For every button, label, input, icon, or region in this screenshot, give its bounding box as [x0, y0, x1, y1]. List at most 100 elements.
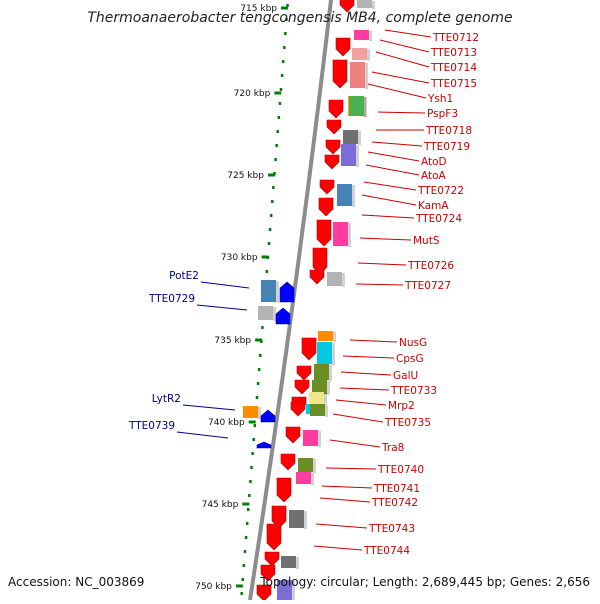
scale-tick-label: 715 kbp [240, 4, 277, 14]
gene-category-box [298, 458, 313, 472]
forward-gene-arrow [335, 37, 351, 57]
forward-gene-arrow [271, 505, 287, 529]
forward-label-leader [375, 51, 430, 68]
forward-label-leader [363, 181, 417, 191]
gene-category-box [303, 430, 318, 446]
forward-gene-label: TTE0726 [407, 260, 454, 272]
forward-label-leader [361, 214, 415, 219]
gene-category-box-shade [352, 185, 355, 207]
gene-category-box-shade [325, 405, 328, 417]
scale-dot [265, 270, 269, 273]
reverse-gene-label: PotE2 [169, 270, 199, 282]
scale-dot [247, 508, 250, 511]
forward-gene-label: Mrp2 [388, 400, 415, 412]
forward-gene-label: TTE0727 [404, 280, 451, 292]
forward-label-leader [367, 83, 427, 99]
gene-category-box [337, 184, 352, 206]
gene-category-box [333, 222, 348, 246]
forward-gene-label: TTE0718 [425, 125, 472, 137]
gene-layer [243, 0, 375, 602]
gene-category-box-shade [342, 273, 345, 287]
forward-gene-arrow [266, 523, 282, 551]
gene-category-box [352, 48, 367, 60]
scale-dot [276, 130, 279, 133]
forward-gene-arrow [328, 99, 344, 119]
gene-category-box-shade [329, 365, 332, 381]
scale-dot [286, 4, 289, 7]
scale-dot [243, 550, 247, 553]
forward-gene-arrow [325, 139, 341, 155]
forward-gene-arrow [285, 426, 301, 444]
gene-category-box [310, 404, 325, 416]
forward-label-leader [357, 262, 407, 266]
gene-category-box [312, 380, 327, 394]
gene-category-box-shade [372, 1, 375, 9]
forward-gene-label: TTE0724 [415, 213, 462, 225]
topology-text: Topology: circular; Length: 2,689,445 bp… [260, 575, 590, 589]
gene-category-box-shade [296, 557, 299, 569]
scale-dot [269, 214, 273, 217]
forward-label-leader [371, 71, 430, 84]
scale-dot [268, 228, 272, 231]
gene-category-box-shade [367, 49, 370, 61]
forward-gene-arrow [296, 365, 312, 381]
forward-label-leader [329, 439, 381, 448]
forward-gene-label: TTE0712 [432, 32, 479, 44]
accession-text: Accession: NC_003869 [8, 575, 145, 589]
reverse-gene-arrow [260, 409, 276, 423]
forward-label-leader [340, 371, 392, 376]
gene-category-box-shade [318, 431, 321, 447]
forward-gene-label: TTE0735 [384, 417, 431, 429]
scale-tick-label: 720 kbp [234, 89, 271, 99]
scale-layer: 715 kbp 720 kbp 725 kbp 730 kbp 735 kbp 740 k… [195, 4, 289, 595]
forward-gene-label: TTE0719 [423, 141, 470, 153]
forward-gene-label: TTE0722 [417, 185, 464, 197]
scale-dot [256, 382, 260, 385]
scale-dot [279, 88, 283, 91]
gene-category-box [277, 580, 292, 600]
forward-gene-label: TTE0741 [373, 483, 420, 495]
gene-category-box [357, 0, 372, 8]
scale-dot [244, 536, 248, 539]
scale-tick-label: 745 kbp [202, 500, 239, 510]
gene-category-box [296, 472, 311, 484]
gene-category-box-shade [273, 307, 276, 321]
gene-category-box [309, 392, 324, 404]
gene-category-box-shade [333, 332, 336, 342]
scale-dot [253, 424, 257, 427]
gene-category-box-shade [363, 97, 366, 117]
forward-label-leader [342, 355, 395, 359]
gene-category-box [243, 406, 258, 418]
scale-dot [278, 102, 282, 105]
reverse-label-leader [200, 281, 250, 289]
forward-label-leader [319, 497, 371, 503]
scale-dot [281, 60, 285, 63]
forward-gene-label: CpsG [396, 353, 424, 365]
gene-category-box-shade [258, 407, 261, 419]
gene-category-box-shade [358, 131, 361, 145]
gene-category-box-shade [292, 581, 295, 601]
gene-category-box-shade [311, 473, 314, 485]
gene-category-box [327, 272, 342, 286]
forward-gene-label: TTE0740 [377, 464, 424, 476]
forward-gene-label: AtoA [421, 170, 447, 182]
scale-dot [275, 144, 278, 147]
gene-category-box-shade [348, 223, 351, 247]
reverse-gene-label: LytR2 [152, 393, 181, 405]
forward-gene-label: TTE0742 [371, 497, 418, 509]
forward-gene-arrow [319, 179, 335, 195]
forward-gene-label: TTE0733 [390, 385, 437, 397]
scale-dot [252, 438, 255, 441]
scale-dot [277, 116, 281, 119]
scale-tick-label: 725 kbp [227, 171, 264, 181]
forward-gene-arrow [260, 564, 276, 582]
forward-gene-label: GalU [393, 370, 418, 382]
reverse-label-leader [182, 404, 236, 411]
forward-gene-arrow [316, 219, 332, 247]
forward-gene-arrow [318, 197, 334, 217]
scale-dot [271, 200, 274, 203]
forward-gene-arrow [280, 453, 296, 471]
reverse-gene-label: TTE0739 [128, 420, 175, 432]
